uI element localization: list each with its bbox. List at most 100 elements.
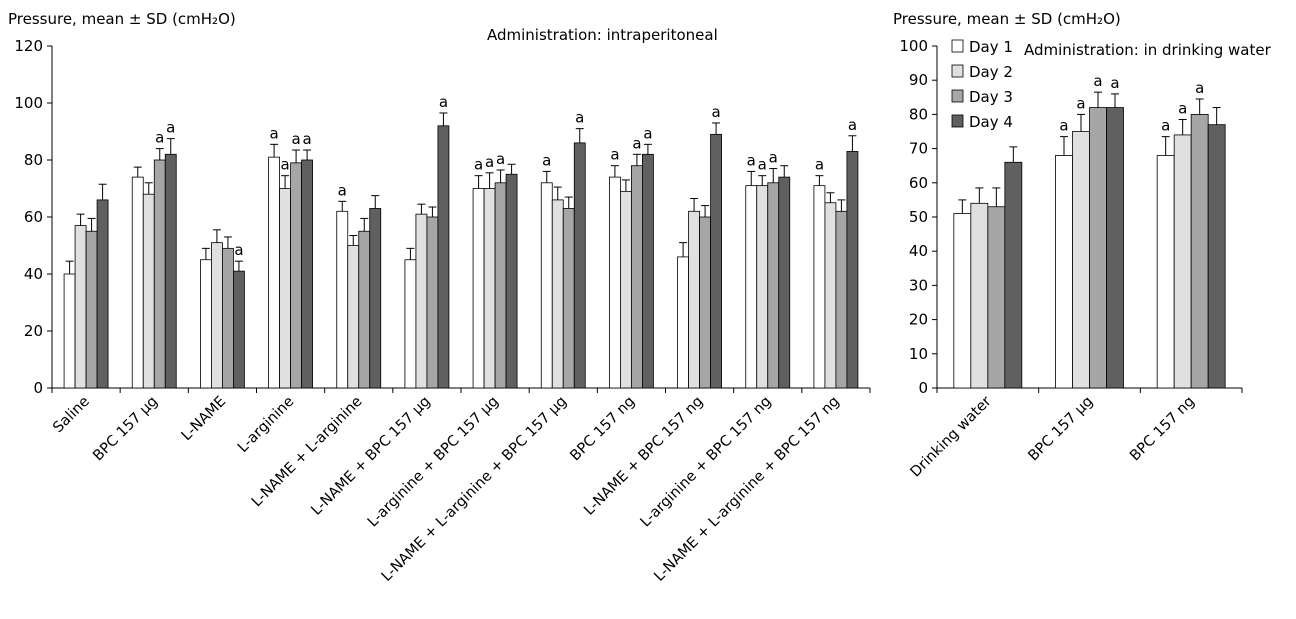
right-significance-label: a xyxy=(1110,74,1119,92)
left-bar xyxy=(813,185,826,389)
left-bar xyxy=(74,225,87,389)
left-y-tick-label: 80 xyxy=(24,151,43,169)
legend-swatch xyxy=(951,89,964,103)
left-bar xyxy=(505,173,518,389)
left-significance-label: a xyxy=(155,129,164,147)
left-category-label: Saline xyxy=(50,393,93,436)
left-bar xyxy=(767,182,780,389)
left-category-label: L-arginine xyxy=(235,393,297,455)
left-bar xyxy=(200,259,212,389)
right-significance-label: a xyxy=(1195,79,1204,97)
right-category-label: Drinking water xyxy=(908,393,995,480)
intraperitoneal-chart: Pressure, mean ± SD (cmH₂O) Administrati… xyxy=(8,10,871,585)
right-y-tick-label: 90 xyxy=(909,71,928,89)
right-bar xyxy=(1106,107,1124,389)
left-significance-label: a xyxy=(496,150,505,168)
left-significance-label: a xyxy=(291,130,300,148)
left-bar xyxy=(437,125,450,389)
right-bar xyxy=(987,206,1006,389)
right-title: Administration: in drinking water xyxy=(1024,41,1272,59)
left-bar xyxy=(153,159,166,389)
left-bar xyxy=(85,230,98,389)
left-significance-label: a xyxy=(643,124,652,142)
right-bar xyxy=(1055,155,1073,389)
left-bar xyxy=(562,208,575,389)
right-y-tick-label: 50 xyxy=(909,208,928,226)
left-category-label: BPC 157 µg xyxy=(90,394,161,465)
left-bar xyxy=(63,273,76,389)
left-category-label: L-NAME + BPC 157 ng xyxy=(581,394,706,519)
left-significance-label: a xyxy=(338,181,347,199)
left-title: Administration: intraperitoneal xyxy=(487,26,718,44)
left-y-tick-label: 100 xyxy=(14,94,43,112)
left-significance-label: a xyxy=(474,156,483,174)
left-bar xyxy=(347,245,360,389)
left-bar xyxy=(573,142,586,389)
right-bar xyxy=(1173,134,1192,389)
legend-swatch xyxy=(951,114,964,128)
right-significance-label: a xyxy=(1076,94,1085,112)
right-y-tick-label: 40 xyxy=(909,242,928,260)
left-category-label: L-NAME + L-arginine xyxy=(249,393,366,510)
left-bar xyxy=(824,202,837,389)
left-bar xyxy=(483,188,496,389)
left-significance-label: a xyxy=(769,149,778,167)
right-category-label: BPC 157 µg xyxy=(1026,394,1097,465)
left-bar xyxy=(131,176,144,389)
right-y-tick-label: 0 xyxy=(918,379,928,397)
left-category-label: L-arginine + BPC 157 ng xyxy=(638,394,775,531)
legend-label: Day 3 xyxy=(969,88,1013,106)
left-bar xyxy=(540,182,553,389)
left-bar xyxy=(142,193,155,389)
left-bar xyxy=(233,270,245,389)
left-bar xyxy=(96,199,109,389)
right-bar xyxy=(1190,114,1209,389)
left-bar xyxy=(358,230,371,389)
left-bar xyxy=(472,188,485,389)
left-significance-label: a xyxy=(747,151,756,169)
left-bar xyxy=(745,185,758,389)
left-significance-label: a xyxy=(815,156,824,174)
left-bar xyxy=(609,176,621,389)
right-bar xyxy=(1156,155,1175,389)
left-significance-label: a xyxy=(485,153,494,171)
right-y-tick-label: 20 xyxy=(909,311,928,329)
left-significance-label: a xyxy=(280,156,289,174)
right-y-tick-label: 80 xyxy=(909,105,928,123)
left-bar xyxy=(404,259,417,389)
left-significance-label: a xyxy=(758,156,767,174)
left-bar xyxy=(710,133,722,389)
right-y-tick-label: 60 xyxy=(909,174,928,192)
left-significance-label: a xyxy=(711,103,720,121)
right-bar xyxy=(1004,161,1023,389)
left-bar xyxy=(756,185,769,389)
left-significance-label: a xyxy=(610,146,619,164)
legend-swatch xyxy=(951,39,964,53)
right-bar xyxy=(1089,107,1107,389)
left-bar xyxy=(494,182,507,389)
left-significance-label: a xyxy=(542,151,551,169)
left-category-label: BPC 157 ng xyxy=(567,394,638,465)
left-significance-label: a xyxy=(575,109,584,127)
right-category-label: BPC 157 ng xyxy=(1127,394,1198,465)
legend-label: Day 4 xyxy=(969,113,1013,131)
legend-label: Day 2 xyxy=(969,63,1013,81)
left-bar xyxy=(279,188,291,389)
left-significance-label: a xyxy=(848,116,857,134)
left-bar xyxy=(631,165,643,389)
left-y-tick-label: 40 xyxy=(24,265,43,283)
right-significance-label: a xyxy=(1161,117,1170,135)
right-bar xyxy=(953,213,972,389)
left-significance-label: a xyxy=(632,134,641,152)
legend-swatch xyxy=(951,64,964,78)
left-y-tick-label: 60 xyxy=(24,208,43,226)
left-ylabel: Pressure, mean ± SD (cmH₂O) xyxy=(8,10,236,28)
left-bar xyxy=(290,162,302,389)
left-bar xyxy=(164,153,177,389)
left-significance-label: a xyxy=(269,124,278,142)
right-y-tick-label: 10 xyxy=(909,345,928,363)
right-significance-label: a xyxy=(1093,72,1102,90)
left-significance-label: a xyxy=(166,119,175,137)
right-y-tick-label: 70 xyxy=(909,140,928,158)
